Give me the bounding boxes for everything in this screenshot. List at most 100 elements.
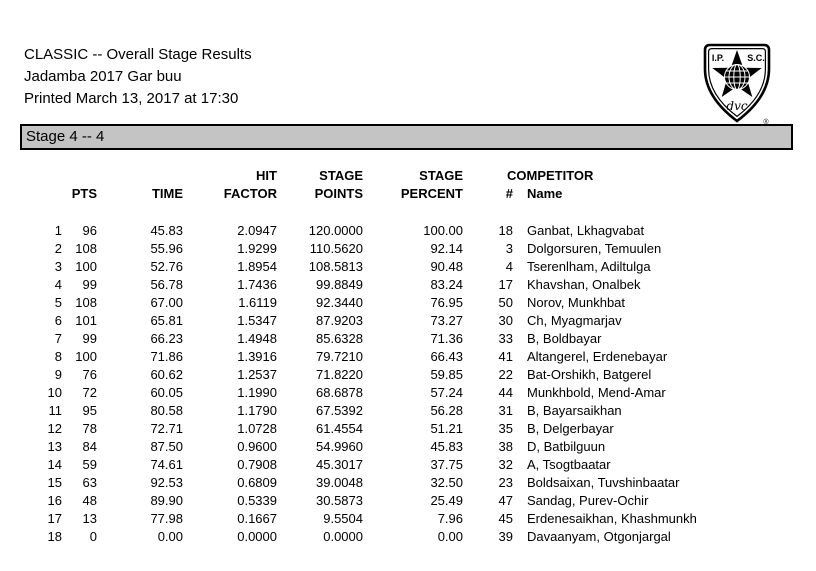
pts-cell: 101 bbox=[75, 313, 97, 328]
report-title: CLASSIC -- Overall Stage Results bbox=[24, 46, 252, 63]
pts-cell: 76 bbox=[82, 367, 97, 382]
hit-factor-cell: 1.3916 bbox=[237, 349, 277, 364]
hit-factor-cell: 1.0728 bbox=[237, 421, 277, 436]
competitor-number-cell: 18 bbox=[498, 223, 513, 238]
pts-cell: 72 bbox=[82, 385, 97, 400]
competitor-number-cell: 44 bbox=[498, 385, 513, 400]
competitor-number-cell: 23 bbox=[498, 475, 513, 490]
pts-cell: 100 bbox=[75, 259, 97, 274]
col-header-time: TIME bbox=[151, 186, 183, 201]
table-header-row-2: PTS TIME FACTOR POINTS PERCENT # Name bbox=[20, 185, 793, 203]
logo-motto-text: dvc bbox=[726, 99, 747, 113]
place-cell: 12 bbox=[47, 421, 62, 436]
place-cell: 9 bbox=[54, 367, 62, 382]
table-header-row-1: HIT STAGE STAGE COMPETITOR bbox=[20, 167, 793, 185]
stage-percent-cell: 45.83 bbox=[430, 439, 463, 454]
place-cell: 5 bbox=[54, 295, 62, 310]
table-row: 9 76 60.62 1.2537 71.8220 59.85 22 Bat-O… bbox=[20, 366, 793, 384]
table-row: 13 84 87.50 0.9600 54.9960 45.83 38 D, B… bbox=[20, 438, 793, 456]
stage-percent-cell: 25.49 bbox=[430, 493, 463, 508]
col-header-stage-percent-1: STAGE bbox=[419, 168, 463, 183]
stage-points-cell: 30.5873 bbox=[316, 493, 363, 508]
stage-title: Stage 4 -- 4 bbox=[26, 128, 105, 145]
time-cell: 52.76 bbox=[150, 259, 183, 274]
place-cell: 16 bbox=[47, 493, 62, 508]
table-row: 5 108 67.00 1.6119 92.3440 76.95 50 Noro… bbox=[20, 294, 793, 312]
stage-percent-cell: 66.43 bbox=[430, 349, 463, 364]
competitor-name-cell: Erdenesaikhan, Khashmunkh bbox=[527, 511, 697, 526]
pts-cell: 108 bbox=[75, 241, 97, 256]
place-cell: 13 bbox=[47, 439, 62, 454]
hit-factor-cell: 2.0947 bbox=[237, 223, 277, 238]
place-cell: 1 bbox=[54, 223, 62, 238]
competitor-name-cell: B, Boldbayar bbox=[527, 331, 602, 346]
time-cell: 89.90 bbox=[150, 493, 183, 508]
competitor-number-cell: 31 bbox=[498, 403, 513, 418]
competitor-name-cell: B, Delgerbayar bbox=[527, 421, 614, 436]
stage-points-cell: 71.8220 bbox=[316, 367, 363, 382]
globe-icon bbox=[724, 64, 750, 90]
stage-percent-cell: 56.28 bbox=[430, 403, 463, 418]
col-header-hit: HIT bbox=[256, 168, 277, 183]
stage-points-cell: 67.5392 bbox=[316, 403, 363, 418]
hit-factor-cell: 0.0000 bbox=[237, 529, 277, 544]
pts-cell: 63 bbox=[82, 475, 97, 490]
stage-points-cell: 68.6878 bbox=[316, 385, 363, 400]
pts-cell: 84 bbox=[82, 439, 97, 454]
competitor-name-cell: Ch, Myagmarjav bbox=[527, 313, 622, 328]
hit-factor-cell: 0.7908 bbox=[237, 457, 277, 472]
stage-points-cell: 54.9960 bbox=[316, 439, 363, 454]
competitor-number-cell: 32 bbox=[498, 457, 513, 472]
table-row: 17 13 77.98 0.1667 9.5504 7.96 45 Erdene… bbox=[20, 510, 793, 528]
stage-points-cell: 92.3440 bbox=[316, 295, 363, 310]
hit-factor-cell: 1.5347 bbox=[237, 313, 277, 328]
hit-factor-cell: 1.7436 bbox=[237, 277, 277, 292]
competitor-number-cell: 17 bbox=[498, 277, 513, 292]
pts-cell: 96 bbox=[82, 223, 97, 238]
competitor-number-cell: 33 bbox=[498, 331, 513, 346]
hit-factor-cell: 1.4948 bbox=[237, 331, 277, 346]
competitor-name-cell: Munkhbold, Mend-Amar bbox=[527, 385, 666, 400]
table-row: 11 95 80.58 1.1790 67.5392 56.28 31 B, B… bbox=[20, 402, 793, 420]
table-row: 10 72 60.05 1.1990 68.6878 57.24 44 Munk… bbox=[20, 384, 793, 402]
hit-factor-cell: 1.1990 bbox=[237, 385, 277, 400]
shield-inner-line bbox=[708, 48, 766, 118]
time-cell: 72.71 bbox=[150, 421, 183, 436]
time-cell: 45.83 bbox=[150, 223, 183, 238]
hit-factor-cell: 0.9600 bbox=[237, 439, 277, 454]
col-header-stage-points-2: POINTS bbox=[314, 186, 363, 201]
stage-percent-cell: 83.24 bbox=[430, 277, 463, 292]
place-cell: 18 bbox=[47, 529, 62, 544]
stage-percent-cell: 100.00 bbox=[423, 223, 463, 238]
hit-factor-cell: 1.2537 bbox=[237, 367, 277, 382]
stage-percent-cell: 57.24 bbox=[430, 385, 463, 400]
time-cell: 87.50 bbox=[150, 439, 183, 454]
time-cell: 65.81 bbox=[150, 313, 183, 328]
time-cell: 77.98 bbox=[150, 511, 183, 526]
col-header-competitor-name: Name bbox=[527, 186, 563, 201]
logo-text-sc: S.C. bbox=[747, 53, 765, 63]
stage-percent-cell: 0.00 bbox=[437, 529, 463, 544]
stage-points-cell: 120.0000 bbox=[308, 223, 363, 238]
report-subtitle: Jadamba 2017 Gar buu bbox=[24, 68, 182, 85]
ipsc-shield-logo-icon: I.P. S.C. dvc ® bbox=[699, 40, 775, 132]
competitor-number-cell: 50 bbox=[498, 295, 513, 310]
stage-points-cell: 99.8849 bbox=[316, 277, 363, 292]
stage-points-cell: 87.9203 bbox=[316, 313, 363, 328]
hit-factor-cell: 0.6809 bbox=[237, 475, 277, 490]
col-header-stage-points-1: STAGE bbox=[319, 168, 363, 183]
stage-header-bar: Stage 4 -- 4 bbox=[20, 124, 793, 150]
hit-factor-cell: 1.8954 bbox=[237, 259, 277, 274]
place-cell: 2 bbox=[54, 241, 62, 256]
results-rows: 1 96 45.83 2.0947 120.0000 100.00 18 Gan… bbox=[20, 222, 793, 546]
place-cell: 8 bbox=[54, 349, 62, 364]
stage-points-cell: 79.7210 bbox=[316, 349, 363, 364]
table-row: 16 48 89.90 0.5339 30.5873 25.49 47 Sand… bbox=[20, 492, 793, 510]
place-cell: 3 bbox=[54, 259, 62, 274]
pts-cell: 108 bbox=[75, 295, 97, 310]
competitor-number-cell: 38 bbox=[498, 439, 513, 454]
pts-cell: 0 bbox=[89, 529, 97, 544]
competitor-number-cell: 35 bbox=[498, 421, 513, 436]
stage-points-cell: 61.4554 bbox=[316, 421, 363, 436]
time-cell: 80.58 bbox=[150, 403, 183, 418]
